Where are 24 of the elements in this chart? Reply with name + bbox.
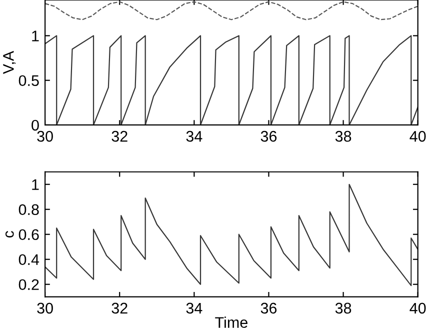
y-tick-label: 0.4 [18,254,40,266]
y-tick-label: 0.5 [18,75,39,86]
y-tick-label: 0.6 [18,229,39,240]
x-tick-label: 40 [410,302,426,314]
x-tick-label: 40 [410,130,426,142]
x-tick-label: 30 [37,302,53,314]
y-tick-label: 0 [32,120,39,131]
x-tick-label: 38 [335,302,352,314]
x-tick-label: 30 [37,130,53,142]
y-tick-label: 0.8 [18,204,39,216]
x-tick-label: 34 [186,302,202,314]
x-tick-label: 34 [186,130,202,142]
x-axis-title: Time [215,316,248,328]
y-tick-label: 1 [32,179,39,190]
line-series [45,184,418,286]
y-axis-title: V,A [3,50,16,74]
x-tick-label: 36 [260,130,277,142]
y-tick-label: 0.2 [18,279,39,290]
x-tick-label: 32 [112,302,128,314]
y-axis-title: c [5,230,14,238]
y-tick-label: 1 [32,30,39,42]
x-tick-label: 32 [112,130,128,142]
x-tick-label: 36 [260,302,277,314]
x-tick-label: 38 [335,130,352,142]
